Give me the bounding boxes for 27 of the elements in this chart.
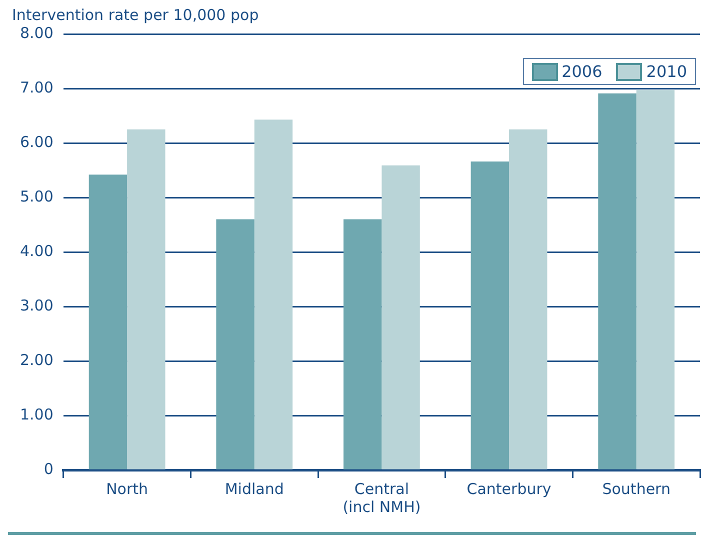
y-tick-label: 1.00 <box>20 405 54 424</box>
bar <box>470 162 510 470</box>
legend-label: 2006 <box>562 62 602 81</box>
y-tick-label: 4.00 <box>20 242 54 260</box>
x-tick-label: Central (incl NMH) <box>342 480 421 516</box>
x-tick-label: Midland <box>224 480 284 498</box>
y-tick-label: 7.00 <box>20 78 54 96</box>
bar <box>598 93 636 470</box>
bar <box>127 129 166 470</box>
x-tick-label: Southern <box>602 480 670 498</box>
y-tick-label: 5.00 <box>20 187 54 206</box>
x-tick-label: Canterbury <box>466 480 552 498</box>
y-axis-title: Intervention rate per 10,000 pop <box>12 6 259 24</box>
x-tick-label: North <box>106 480 148 498</box>
y-tick-label: 2.00 <box>20 350 54 369</box>
legend-label: 2010 <box>646 62 687 81</box>
bar <box>509 129 548 470</box>
y-tick-label: 3.00 <box>20 296 54 314</box>
bar <box>344 219 382 470</box>
y-tick-label: 8.00 <box>20 24 54 42</box>
bar <box>216 219 254 470</box>
bar <box>88 174 128 470</box>
y-tick-label: 0 <box>44 460 54 478</box>
bar <box>254 120 293 470</box>
y-tick-label: 6.00 <box>20 132 54 151</box>
bar <box>382 165 420 470</box>
bar <box>636 90 675 470</box>
